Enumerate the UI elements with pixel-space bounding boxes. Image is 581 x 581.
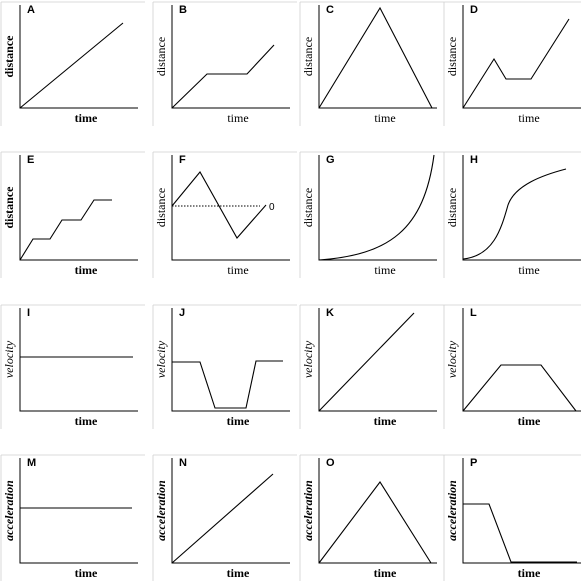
graph-curve	[171, 44, 275, 109]
axes	[171, 5, 290, 109]
axes	[462, 308, 581, 412]
x-axis-label: time	[374, 111, 395, 125]
y-axis-label: velocity	[445, 340, 459, 378]
axes	[318, 308, 437, 412]
x-axis-label: time	[374, 263, 395, 277]
panel-letter: H	[470, 154, 478, 166]
x-axis-label: time	[227, 566, 250, 580]
panel-letter: J	[179, 307, 185, 319]
y-axis-label: distance	[2, 186, 16, 229]
panel-letter: E	[27, 154, 34, 166]
y-axis-label: distance	[445, 188, 459, 227]
axes	[462, 458, 581, 564]
panel-letter: B	[179, 4, 187, 16]
graph-curve	[318, 6, 433, 109]
axes	[318, 458, 437, 564]
panel-letter: P	[470, 457, 477, 469]
x-axis-label: time	[227, 414, 250, 428]
y-axis-label: acceleration	[301, 480, 315, 541]
y-axis-label: velocity	[301, 340, 315, 378]
graph-curve	[462, 18, 570, 109]
x-axis-label: time	[75, 111, 98, 125]
graph-curve	[463, 503, 577, 563]
graph-curve	[171, 171, 267, 239]
panel-letter: M	[27, 457, 36, 469]
y-axis-label: velocity	[154, 340, 168, 378]
x-axis-label: time	[75, 566, 98, 580]
x-axis-label: time	[227, 263, 248, 277]
graph-curve	[19, 199, 112, 261]
y-axis-label: distance	[2, 35, 16, 78]
graph-curve	[19, 22, 124, 109]
panel-letter: F	[179, 154, 186, 166]
axes	[462, 155, 581, 261]
axes	[171, 155, 290, 261]
graph-curve	[318, 481, 432, 564]
graph-curve	[171, 473, 274, 564]
axes	[19, 155, 138, 261]
panel-letter: O	[326, 457, 335, 469]
x-axis-label: time	[518, 414, 541, 428]
axes	[19, 5, 138, 109]
y-axis-label: distance	[301, 188, 315, 227]
x-axis-label: time	[374, 414, 397, 428]
y-axis-label: distance	[445, 37, 459, 76]
x-axis-label: time	[518, 263, 539, 277]
axes	[462, 5, 581, 109]
graph-curve	[462, 168, 567, 260]
graph-curve	[172, 360, 283, 409]
y-axis-label: distance	[154, 188, 168, 227]
x-axis-label: time	[227, 111, 248, 125]
panel-letter: G	[326, 154, 335, 166]
x-axis-label: time	[75, 414, 98, 428]
x-axis-label: time	[75, 263, 98, 277]
axes	[171, 308, 290, 412]
x-axis-label: time	[374, 566, 397, 580]
x-axis-label: time	[518, 111, 539, 125]
y-axis-label: velocity	[2, 340, 16, 378]
x-axis-label: time	[518, 566, 541, 580]
axes	[19, 458, 138, 564]
y-axis-label: acceleration	[154, 480, 168, 541]
graph-curve	[462, 364, 577, 412]
panel-letter: N	[179, 457, 187, 469]
panel-letter: I	[27, 307, 30, 319]
y-axis-label: acceleration	[445, 480, 459, 541]
panel-letter: C	[326, 4, 334, 16]
y-axis-label: distance	[301, 37, 315, 76]
y-axis-label: distance	[154, 37, 168, 76]
graph-curve	[318, 154, 435, 261]
zero-label: 0	[269, 202, 275, 213]
y-axis-label: acceleration	[2, 480, 16, 541]
panel-letter: D	[470, 4, 478, 16]
panel-letter: L	[470, 307, 477, 319]
panel-letter: A	[27, 4, 35, 16]
panel-letter: K	[326, 307, 334, 319]
axes	[318, 5, 437, 109]
graph-curve	[318, 312, 415, 412]
axes	[19, 308, 138, 412]
